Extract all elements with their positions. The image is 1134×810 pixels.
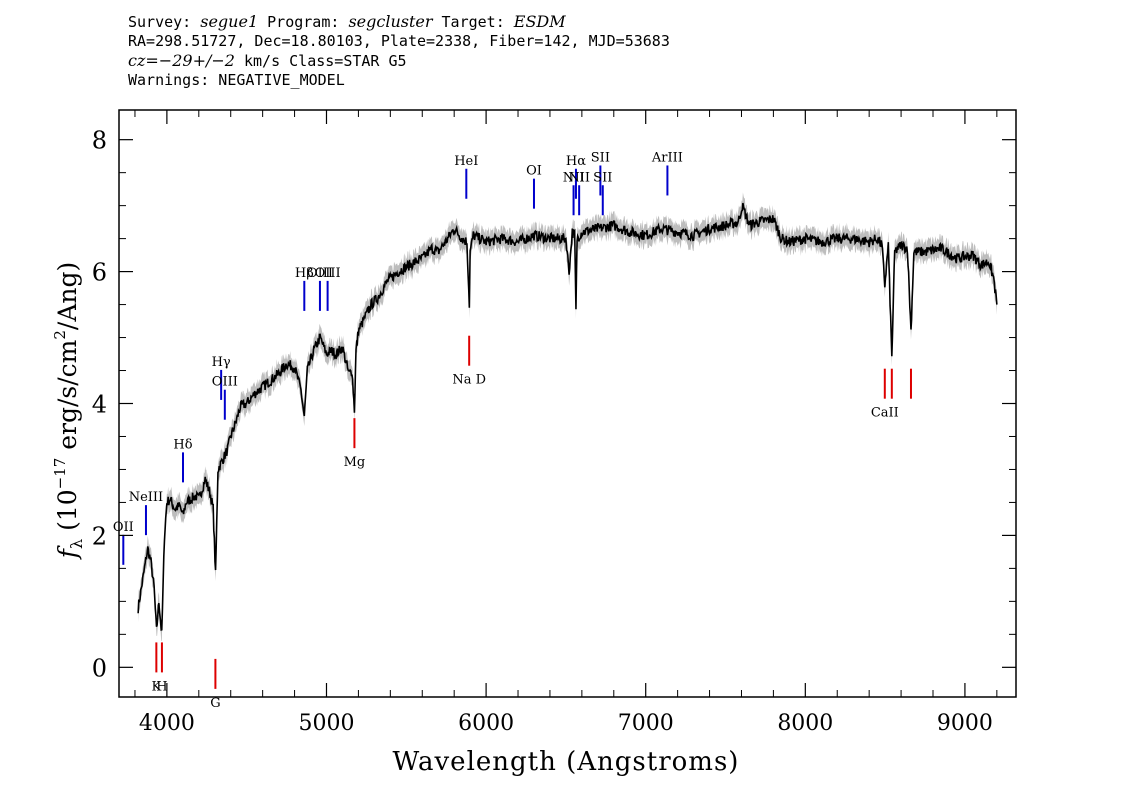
absorption-marker-label: K xyxy=(151,679,161,694)
emission-marker-label: OII xyxy=(113,520,134,535)
class-text: km/s Class=STAR G5 xyxy=(234,52,407,70)
absorption-marker-label: Mg xyxy=(344,455,366,470)
program-value: segcluster xyxy=(348,12,433,31)
emission-marker-label: OI xyxy=(526,164,542,179)
x-tick-label: 8000 xyxy=(777,711,833,736)
emission-marker-label: Hα xyxy=(566,154,586,169)
flux-series xyxy=(137,202,998,631)
emission-marker-label: OIII xyxy=(315,266,341,281)
x-tick-label: 6000 xyxy=(458,711,514,736)
spectrum-header: Survey: segue1 Program: segcluster Targe… xyxy=(128,12,670,90)
cz-value: −29+/−2 xyxy=(158,51,235,70)
absorption-marker-label: G xyxy=(210,696,220,711)
survey-value: segue1 xyxy=(200,12,259,31)
cz-label: cz= xyxy=(128,51,159,70)
emission-marker-label: Hβ xyxy=(295,266,314,281)
flux-line xyxy=(137,202,998,631)
emission-marker-label: OIII xyxy=(212,375,238,390)
target-label: Target: xyxy=(441,13,505,31)
y-axis-label: fλ (10−17 erg/s/cm2/Ang) xyxy=(51,262,86,561)
x-tick-label: 4000 xyxy=(139,711,195,736)
y-tick-label: 2 xyxy=(92,522,107,550)
emission-marker-label: NeIII xyxy=(129,490,163,505)
header-line-1: Survey: segue1 Program: segcluster Targe… xyxy=(128,12,670,32)
emission-marker-label: NII xyxy=(568,170,590,185)
target-value: ESDM xyxy=(513,12,566,31)
absorption-marker-label: Na D xyxy=(452,373,486,388)
y-tick-label: 6 xyxy=(92,259,107,287)
header-line-3: cz=−29+/−2 km/s Class=STAR G5 xyxy=(128,51,670,71)
axis-ticks: 4000 5000 6000 7000 8000 9000 0 2 4 6 8 xyxy=(92,110,1016,736)
plot-frame xyxy=(118,109,1017,698)
x-axis-label: Wavelength (Angstroms) xyxy=(393,747,740,777)
emission-marker-label: OIII xyxy=(307,266,333,281)
emission-marker-label: ArIII xyxy=(651,150,683,165)
emission-marker-label: Hδ xyxy=(173,437,192,452)
program-label: Program: xyxy=(267,13,340,31)
y-tick-label: 4 xyxy=(92,391,107,419)
emission-marker-label: NII xyxy=(563,170,585,185)
header-line-4: Warnings: NEGATIVE_MODEL xyxy=(128,71,345,89)
survey-label: Survey: xyxy=(128,13,192,31)
absorption-marker-label: CaII xyxy=(871,406,899,421)
emission-marker-label: SII xyxy=(591,150,610,165)
x-tick-label: 5000 xyxy=(298,711,354,736)
emission-marker-label: Hγ xyxy=(212,355,231,370)
emission-marker-label: SII xyxy=(593,170,612,185)
y-tick-label: 0 xyxy=(92,654,107,682)
absorption-marker-label: H xyxy=(156,679,167,694)
header-line-2: RA=298.51727, Dec=18.80103, Plate=2338, … xyxy=(128,32,670,50)
y-tick-label: 8 xyxy=(92,127,107,155)
emission-marker-label: HeI xyxy=(454,154,478,169)
x-tick-label: 9000 xyxy=(937,711,993,736)
x-tick-label: 7000 xyxy=(618,711,674,736)
